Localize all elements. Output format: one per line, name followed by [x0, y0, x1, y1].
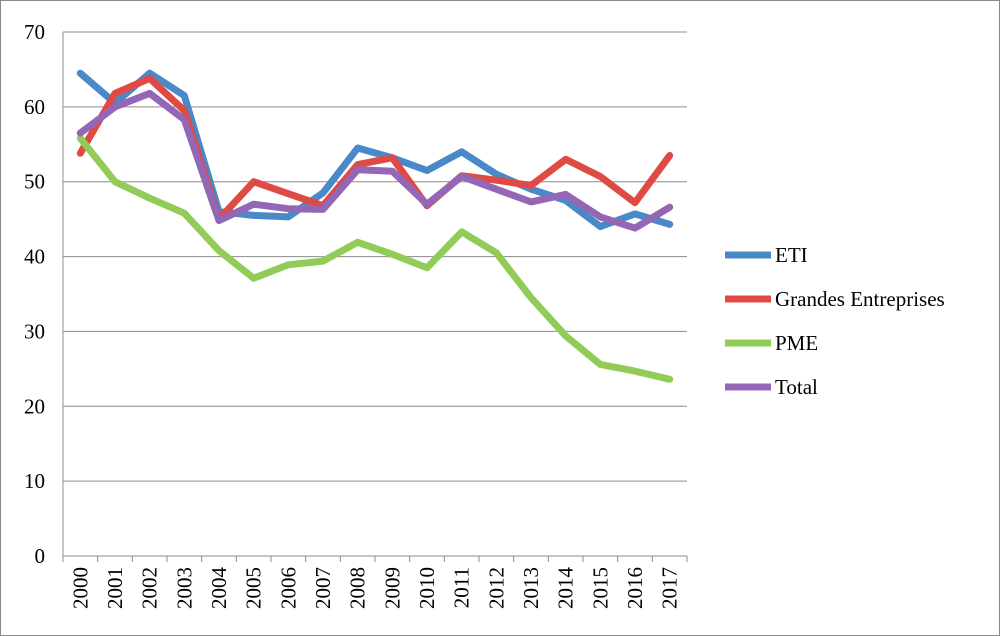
x-tick-label: 2008: [346, 567, 370, 609]
series-line-grandes-entreprises: [76, 74, 674, 223]
legend-label: Grandes Entreprises: [775, 287, 945, 311]
y-tick-label: 30: [24, 319, 45, 343]
y-tick-label: 20: [24, 394, 45, 418]
x-tick-label: 2015: [588, 567, 612, 609]
x-tick-label: 2013: [519, 567, 543, 609]
legend-label: ETI: [775, 243, 808, 267]
x-tick-label: 2001: [103, 567, 127, 609]
y-tick-label: 50: [24, 170, 45, 194]
x-tick-label: 2014: [554, 567, 578, 610]
x-tick-label: 2016: [623, 567, 647, 609]
x-tick-label: 2007: [311, 567, 335, 609]
x-tick-label: 2010: [415, 567, 439, 609]
y-tick-label: 10: [24, 469, 45, 493]
y-tick-label: 40: [24, 245, 45, 269]
x-tick-label: 2005: [242, 567, 266, 609]
x-axis: 2000 2001 2002 2003 2004 2005 2006 2007 2008 2009…: [62, 555, 688, 610]
x-tick-label: 2012: [484, 567, 508, 609]
x-tick-label: 2004: [207, 567, 231, 610]
gridlines: [63, 31, 687, 557]
y-tick-label: 70: [24, 20, 45, 44]
x-tick-label: 2017: [658, 567, 682, 609]
series-lines: [76, 69, 674, 383]
x-tick-label: 2009: [380, 567, 404, 609]
series-line-total: [76, 89, 674, 232]
x-tick-label: 2006: [276, 567, 300, 609]
legend-label: Total: [775, 375, 818, 399]
y-tick-label: 60: [24, 95, 45, 119]
legend: ETI Grandes Entreprises PME Total: [725, 243, 945, 399]
series-line-pme: [76, 134, 674, 383]
x-tick-label: 2000: [68, 567, 92, 609]
x-tick-label: 2011: [450, 567, 474, 608]
x-tick-label: 2003: [172, 567, 196, 609]
series-line-eti: [76, 69, 674, 231]
y-axis: 0 10 20 30 40 50 60 70: [24, 20, 64, 568]
legend-label: PME: [775, 331, 818, 355]
x-tick-label: 2002: [138, 567, 162, 609]
y-tick-label: 0: [35, 544, 46, 568]
